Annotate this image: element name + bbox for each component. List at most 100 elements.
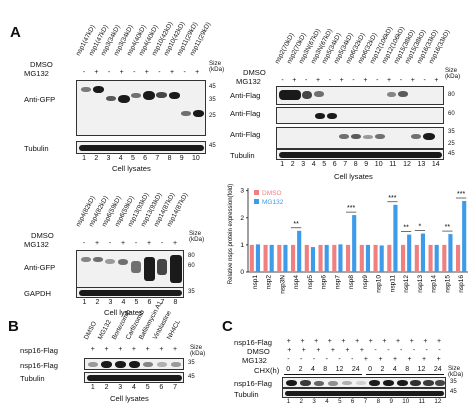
bar-dmso [291,244,296,272]
flag-symbol: + [368,338,373,345]
blot2-antiflag-label-3: Anti-Flag [230,130,261,139]
flag-symbol: + [300,338,305,345]
bar-mg132 [448,234,453,272]
dmso-symbol: - [399,347,403,354]
lane-number: 5 [134,299,139,306]
mg132-symbol: + [410,77,415,84]
blot3-gfp-blot [76,250,184,288]
lane-number: 12 [403,161,411,168]
blotB-marker-45: 45 [188,374,195,380]
blot1-marker-45b: 45 [209,143,216,149]
mg132-symbol: + [363,356,368,363]
mg132-symbol: + [436,356,441,363]
chx-time: 12 [417,366,426,373]
panel-label-c: C [222,318,233,335]
lane-number: 5 [145,384,150,391]
blot1-antigfp-label: Anti-GFP [24,95,56,104]
lane-number: 11 [389,161,397,168]
mg132-symbol: - [325,356,328,363]
mg132-symbol: + [422,356,427,363]
blot2-lane-numbers: 1 2 3 4 5 6 7 8 9 10 11 12 13 14 [277,161,443,168]
x-tick-label: nsp8 [348,275,355,289]
mg132-symbol: + [169,69,175,76]
blotC-flag-row: + + + + + + + + + + + + [282,338,446,345]
significance-mark: * [419,224,422,231]
chx-time: 12 [335,366,344,373]
blotB-tubulin-label: Tubulin [20,374,45,383]
mg132-symbol: - [338,356,341,363]
flag-symbol: + [423,338,428,345]
lane-number: 6 [159,384,164,391]
lane-number: 6 [332,161,337,168]
blot3-antigfp-label: Anti-GFP [24,263,56,272]
blotC-chx-underline-1 [284,374,362,375]
blot3-marker-60: 60 [188,263,195,269]
flag-symbol: + [355,338,360,345]
bar-mg132 [393,204,398,272]
y-tick-label: 3 [240,188,244,195]
blotB-nsp16-label: nsp16-Flag [20,346,58,355]
flag-symbol: + [341,338,346,345]
blot3-dmso-label: DMSO [31,231,54,240]
panel-label-a: A [10,24,21,41]
mg132-symbol: - [328,77,332,84]
bar-mg132 [407,234,412,272]
x-tick-label: nsp13 [417,275,424,293]
blotC-dmso-label: DMSO [247,347,270,356]
lane-number: 8 [167,155,172,162]
blot1-tubulin-blot [76,141,206,154]
chx-time: 24 [351,366,360,373]
mg132-symbol: - [82,69,86,76]
mg132-symbol: - [158,69,161,76]
mg132-symbol: - [107,69,111,76]
lane-number: 6 [350,398,355,405]
blot2-tubulin-label: Tubulin [230,151,255,160]
mg132-symbol: - [183,69,186,76]
mg132-symbol: + [147,240,152,247]
flag-symbol: + [90,346,95,353]
blotB-lane-numbers: 1 2 3 4 5 6 7 [86,384,182,391]
dmso-symbol: + [359,347,364,354]
blot1-lane-numbers: 1 2 3 4 5 6 7 8 9 10 [78,155,204,162]
mg132-symbol: + [121,240,126,247]
blot3-mg132-row: - + - + - + - + [78,240,182,247]
blot2-antiflag-label-1: Anti-Flag [230,91,261,100]
legend-label: MG132 [262,199,284,206]
significance-mark: *** [457,191,465,198]
flag-symbol: + [118,346,123,353]
lane-number: 10 [402,398,410,405]
dmso-symbol: - [374,347,377,354]
blotB-marker-35: 35 [188,360,195,366]
y-tick-label: 0 [240,269,244,276]
bar-dmso [401,244,406,272]
lane-number: 4 [311,161,316,168]
bar-dmso [318,244,323,272]
bar-mg132 [310,247,315,272]
lane-number: 9 [179,155,184,162]
lane-number: 8 [376,398,381,405]
blotB-size-label: Size (kDa) [190,344,206,357]
blot3-cell-lysates: Cell lysates [104,308,143,317]
bar-mg132 [255,244,260,272]
lane-number: 3 [312,398,316,405]
mg132-symbol: - [82,240,86,247]
blot1-size-label: Size (kDa) [209,60,225,73]
x-tick-label: nsp4 [293,275,300,289]
mg132-symbol: - [300,356,303,363]
flag-symbol: + [131,346,136,353]
blot3-marker-35: 35 [188,289,195,295]
flag-symbol: + [104,346,109,353]
blotC-tubulin-blot [282,388,446,398]
nsp-expression-chart: 0 1 2 3 Relative nsps protein expression(fol… [228,184,468,294]
mg132-symbol: - [108,240,112,247]
bar-mg132 [462,201,467,272]
lane-number: 7 [155,155,160,162]
panel-label-b: B [8,318,19,335]
flag-symbol: + [437,338,442,345]
mg132-symbol: + [434,77,439,84]
lane-number: 2 [94,155,99,162]
mg132-symbol: + [119,69,124,76]
blot3-gapdh-label: GAPDH [24,289,52,298]
lane-number: 7 [160,299,165,306]
chx-time: 8 [405,366,410,373]
